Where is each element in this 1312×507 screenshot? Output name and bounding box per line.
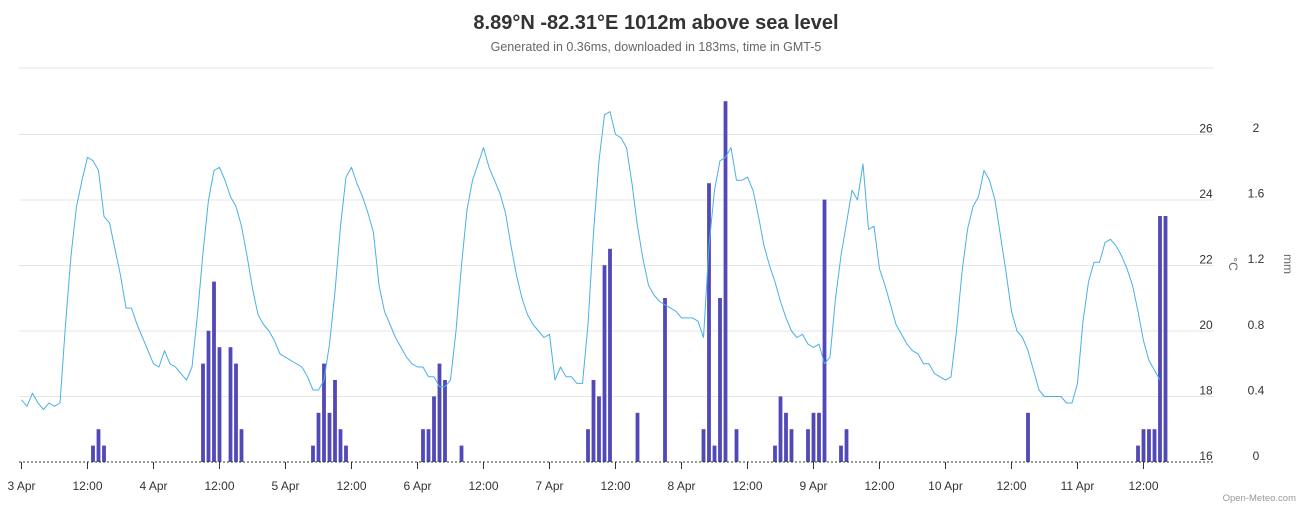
precipitation-bar <box>201 363 205 462</box>
precipitation-bar <box>102 445 106 462</box>
x-tick-label: 4 Apr <box>139 479 167 493</box>
precipitation-bar <box>432 396 436 462</box>
x-tick-label: 10 Apr <box>928 479 963 493</box>
temperature-series <box>21 111 1161 411</box>
x-tick-label: 12:00 <box>204 479 234 493</box>
precipitation-bar <box>723 101 728 462</box>
precipitation-bar <box>817 412 821 462</box>
precipitation-bar <box>712 445 717 462</box>
precipitation-bar <box>591 380 596 462</box>
precipitation-bar <box>1026 412 1030 462</box>
x-tick-label: 12:00 <box>864 479 894 493</box>
precipitation-bar <box>212 281 216 462</box>
x-tick-label: 9 Apr <box>799 479 827 493</box>
temperature-tick-label: 26 <box>1199 122 1213 136</box>
precipitation-bar <box>773 445 777 462</box>
precipitation-bar <box>228 347 233 462</box>
precipitation-bar <box>602 265 607 462</box>
x-tick-label: 6 Apr <box>403 479 431 493</box>
precipitation-bar <box>443 380 447 462</box>
precipitation-tick-label: 1.6 <box>1248 187 1265 201</box>
x-tick-label: 12:00 <box>336 479 366 493</box>
precipitation-bar <box>608 248 612 462</box>
precipitation-bar <box>1141 429 1146 462</box>
x-tick-label: 11 Apr <box>1061 479 1095 493</box>
temperature-line <box>21 111 1161 411</box>
precipitation-bar <box>1163 216 1168 462</box>
x-tick-label: 7 Apr <box>535 479 563 493</box>
credits-link[interactable]: Open-Meteo.com <box>1222 493 1296 504</box>
precipitation-bar <box>635 412 640 462</box>
precipitation-bar <box>322 363 326 462</box>
precipitation-bar <box>91 445 95 462</box>
precipitation-bar <box>206 330 211 462</box>
precipitation-bar <box>663 298 667 462</box>
precipitation-tick-label: 1.2 <box>1248 252 1265 266</box>
precipitation-bar <box>1158 216 1162 462</box>
temperature-tick-label: 24 <box>1199 187 1213 201</box>
precipitation-bar <box>1152 429 1157 462</box>
temperature-tick-label: 20 <box>1199 318 1213 332</box>
precipitation-bar <box>778 396 783 462</box>
precipitation-tick-label: 0.4 <box>1248 383 1265 397</box>
x-tick-label: 12:00 <box>468 479 498 493</box>
precipitation-tick-label: 2 <box>1253 121 1260 135</box>
x-tick-label: 3 Apr <box>7 479 35 493</box>
x-tick-label: 12:00 <box>1128 479 1158 493</box>
precipitation-bar <box>421 429 425 462</box>
precipitation-bar <box>333 380 337 462</box>
precipitation-bar <box>96 429 101 462</box>
precipitation-bar <box>718 298 722 462</box>
precipitation-bar <box>784 412 788 462</box>
precipitation-bar <box>459 445 464 462</box>
precipitation-bar <box>806 429 810 462</box>
chart-title: 8.89°N -82.31°E 1012m above sea level <box>473 12 839 34</box>
precipitation-bar <box>234 363 238 462</box>
precipitation-bar <box>597 396 601 462</box>
x-tick-label: 5 Apr <box>271 479 299 493</box>
precipitation-bar <box>316 412 321 462</box>
precipitation-bar <box>344 445 348 462</box>
precipitation-bar <box>811 412 816 462</box>
precipitation-bar <box>1147 429 1151 462</box>
x-tick-label: 8 Apr <box>667 479 695 493</box>
precipitation-tick-label: 0 <box>1253 449 1260 463</box>
precipitation-axis-title: mm <box>1281 254 1295 274</box>
precipitation-bar <box>437 363 442 462</box>
precipitation-tick-label: 0.8 <box>1248 318 1265 332</box>
x-tick-label: 12:00 <box>996 479 1026 493</box>
precipitation-series <box>91 101 1168 462</box>
precipitation-bar <box>844 429 849 462</box>
temperature-tick-label: 22 <box>1199 253 1213 267</box>
temperature-tick-label: 16 <box>1199 449 1213 463</box>
precipitation-bar <box>586 429 590 462</box>
temperature-axis-title: °C <box>1226 257 1240 271</box>
precipitation-bar <box>822 199 827 462</box>
x-tick-label: 12:00 <box>600 479 630 493</box>
precipitation-bar <box>701 429 706 462</box>
precipitation-bar <box>426 429 431 462</box>
precipitation-bar <box>789 429 794 462</box>
precipitation-bar <box>311 445 315 462</box>
precipitation-bar <box>217 347 222 462</box>
precipitation-bar <box>338 429 343 462</box>
precipitation-bar <box>839 445 843 462</box>
precipitation-bar <box>239 429 244 462</box>
precipitation-bar <box>327 412 332 462</box>
precipitation-bar <box>734 429 739 462</box>
precipitation-bar <box>1136 445 1140 462</box>
chart-subtitle: Generated in 0.36ms, downloaded in 183ms… <box>490 40 822 54</box>
precipitation-bar <box>707 183 711 462</box>
x-tick-label: 12:00 <box>72 479 102 493</box>
temperature-tick-label: 18 <box>1199 384 1213 398</box>
gridlines <box>19 134 1214 397</box>
axes: 3 Apr 12:00 4 Apr 12:00 5 Apr 12:00 6 Apr 12:00… <box>7 121 1264 493</box>
x-tick-label: 12:00 <box>732 479 762 493</box>
